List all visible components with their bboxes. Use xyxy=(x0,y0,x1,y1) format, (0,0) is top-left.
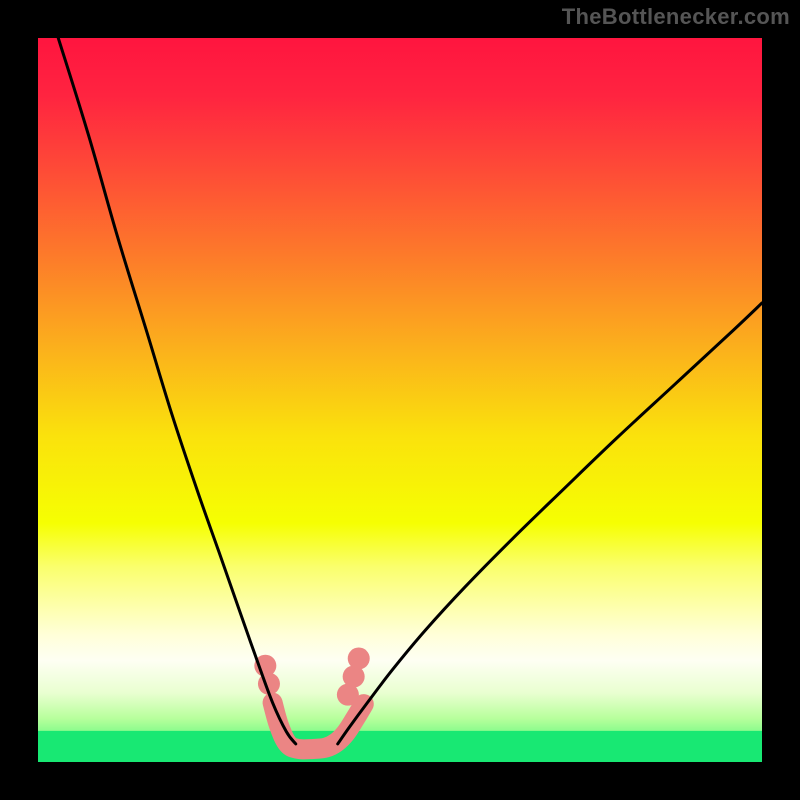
chart-container: TheBottlenecker.com xyxy=(0,0,800,800)
plot-background xyxy=(38,38,762,762)
green-band xyxy=(38,731,762,762)
watermark-text: TheBottlenecker.com xyxy=(562,4,790,30)
marker-dot xyxy=(348,647,370,669)
bottleneck-chart xyxy=(0,0,800,800)
